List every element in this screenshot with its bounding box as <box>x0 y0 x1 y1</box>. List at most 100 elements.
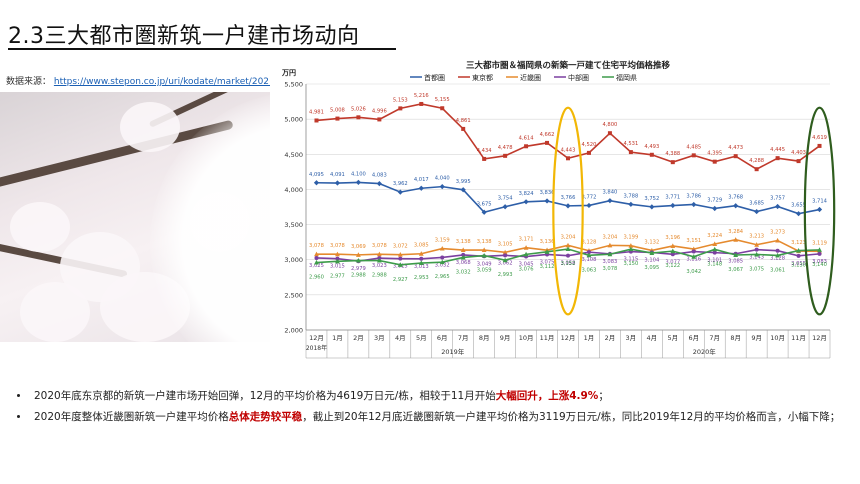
data-point <box>335 256 340 261</box>
data-label: 3,075 <box>749 266 764 272</box>
x-tick-label: 5月 <box>416 334 427 342</box>
data-label: 3,171 <box>519 237 534 243</box>
data-label: 4,040 <box>435 176 450 182</box>
data-label: 2,988 <box>372 273 387 279</box>
data-label: 3,085 <box>414 243 429 249</box>
page-title: 2.3三大都市圏新筑一户建市场动向 <box>8 24 360 49</box>
data-point <box>440 255 445 260</box>
data-point <box>397 252 403 257</box>
data-label: 5,216 <box>414 93 429 99</box>
data-point <box>314 251 319 257</box>
data-point <box>335 251 340 257</box>
data-label: 3,025 <box>309 263 324 269</box>
data-label: 3,076 <box>519 266 534 272</box>
x-tick-label: 11月 <box>540 334 555 342</box>
data-point <box>754 167 759 172</box>
source-link[interactable]: https://www.stepon.co.jp/uri/kodate/mark… <box>53 77 293 87</box>
data-point <box>775 248 780 253</box>
data-label: 3,138 <box>477 239 492 245</box>
data-point <box>628 246 634 252</box>
data-point <box>461 126 466 131</box>
data-point <box>670 160 675 165</box>
data-point <box>356 115 361 120</box>
source-label: 数据来源： <box>6 77 52 87</box>
data-point <box>586 250 591 255</box>
data-point <box>502 249 508 255</box>
data-label: 3,072 <box>393 244 408 250</box>
data-label: 3,108 <box>582 257 597 263</box>
data-point <box>607 251 613 257</box>
data-point <box>314 118 319 123</box>
data-point <box>335 116 340 121</box>
price-chart: 三大都市圏＆福岡県の新築一戸建て住宅平均価格推移 万円 首都圏 東京都 近畿圏 中部圏 福岡… <box>270 58 840 374</box>
y-tick-label: 3,000 <box>284 256 303 264</box>
data-label: 3,078 <box>602 266 617 272</box>
data-point <box>502 257 508 263</box>
data-label: 3,049 <box>477 261 492 267</box>
data-label: 2,953 <box>414 275 429 281</box>
data-label: 2,965 <box>435 274 450 280</box>
data-point <box>418 260 424 266</box>
data-label: 3,061 <box>770 267 785 273</box>
data-label: 3,836 <box>540 190 555 196</box>
data-point <box>733 237 739 242</box>
y-axis-label: 万円 <box>281 69 296 77</box>
year-label: 2018年 <box>306 344 327 352</box>
data-label: 3,055 <box>791 261 806 267</box>
x-tick-label: 2月 <box>605 334 616 342</box>
data-label: 4,443 <box>561 147 576 153</box>
data-point <box>460 247 466 253</box>
data-label: 3,078 <box>372 243 387 249</box>
data-point <box>775 237 780 243</box>
data-point <box>481 247 487 253</box>
data-label: 5,153 <box>393 97 408 103</box>
data-label: 3,284 <box>728 229 744 235</box>
x-tick-label: 9月 <box>751 334 762 342</box>
data-label: 4,395 <box>707 151 722 157</box>
data-label: 4,493 <box>644 144 659 150</box>
data-label: 4,083 <box>372 173 387 179</box>
data-point <box>482 156 487 161</box>
data-label: 3,962 <box>393 181 408 187</box>
data-label: 4,619 <box>812 135 827 141</box>
data-label: 3,754 <box>498 196 514 202</box>
x-tick-label: 12月 <box>561 334 576 342</box>
data-label: 3,128 <box>582 240 597 246</box>
data-point <box>817 247 822 252</box>
data-label: 3,015 <box>330 264 345 270</box>
data-label: 3,768 <box>728 195 743 201</box>
data-point <box>313 180 320 186</box>
data-label: 3,130 <box>791 263 806 269</box>
data-point <box>397 262 403 267</box>
data-point <box>566 253 570 258</box>
x-tick-label: 2月 <box>353 334 364 342</box>
x-tick-label: 4月 <box>395 334 406 342</box>
data-point <box>566 156 570 161</box>
data-point <box>565 242 571 248</box>
data-label: 3,112 <box>540 264 555 270</box>
data-label: 4,800 <box>602 122 617 128</box>
data-label: 3,116 <box>686 257 701 263</box>
data-label: 4,473 <box>728 145 743 151</box>
data-point <box>712 250 717 255</box>
x-tick-label: 1月 <box>332 334 343 342</box>
data-point <box>565 246 571 252</box>
data-point <box>754 242 760 247</box>
data-point <box>817 143 822 148</box>
data-point <box>397 189 403 195</box>
data-label: 3,273 <box>770 230 785 236</box>
data-point <box>649 152 654 157</box>
data-label: 3,083 <box>812 259 827 265</box>
data-point <box>670 252 675 257</box>
data-point <box>712 159 717 164</box>
data-label: 3,063 <box>582 267 597 273</box>
data-point <box>628 150 633 155</box>
data-label: 3,032 <box>435 262 450 268</box>
data-point <box>355 179 361 185</box>
data-point <box>544 249 550 254</box>
data-label: 2,979 <box>351 266 366 272</box>
data-label: 4,445 <box>770 147 785 153</box>
data-label: 3,123 <box>791 240 806 246</box>
data-label: 5,008 <box>330 108 345 114</box>
